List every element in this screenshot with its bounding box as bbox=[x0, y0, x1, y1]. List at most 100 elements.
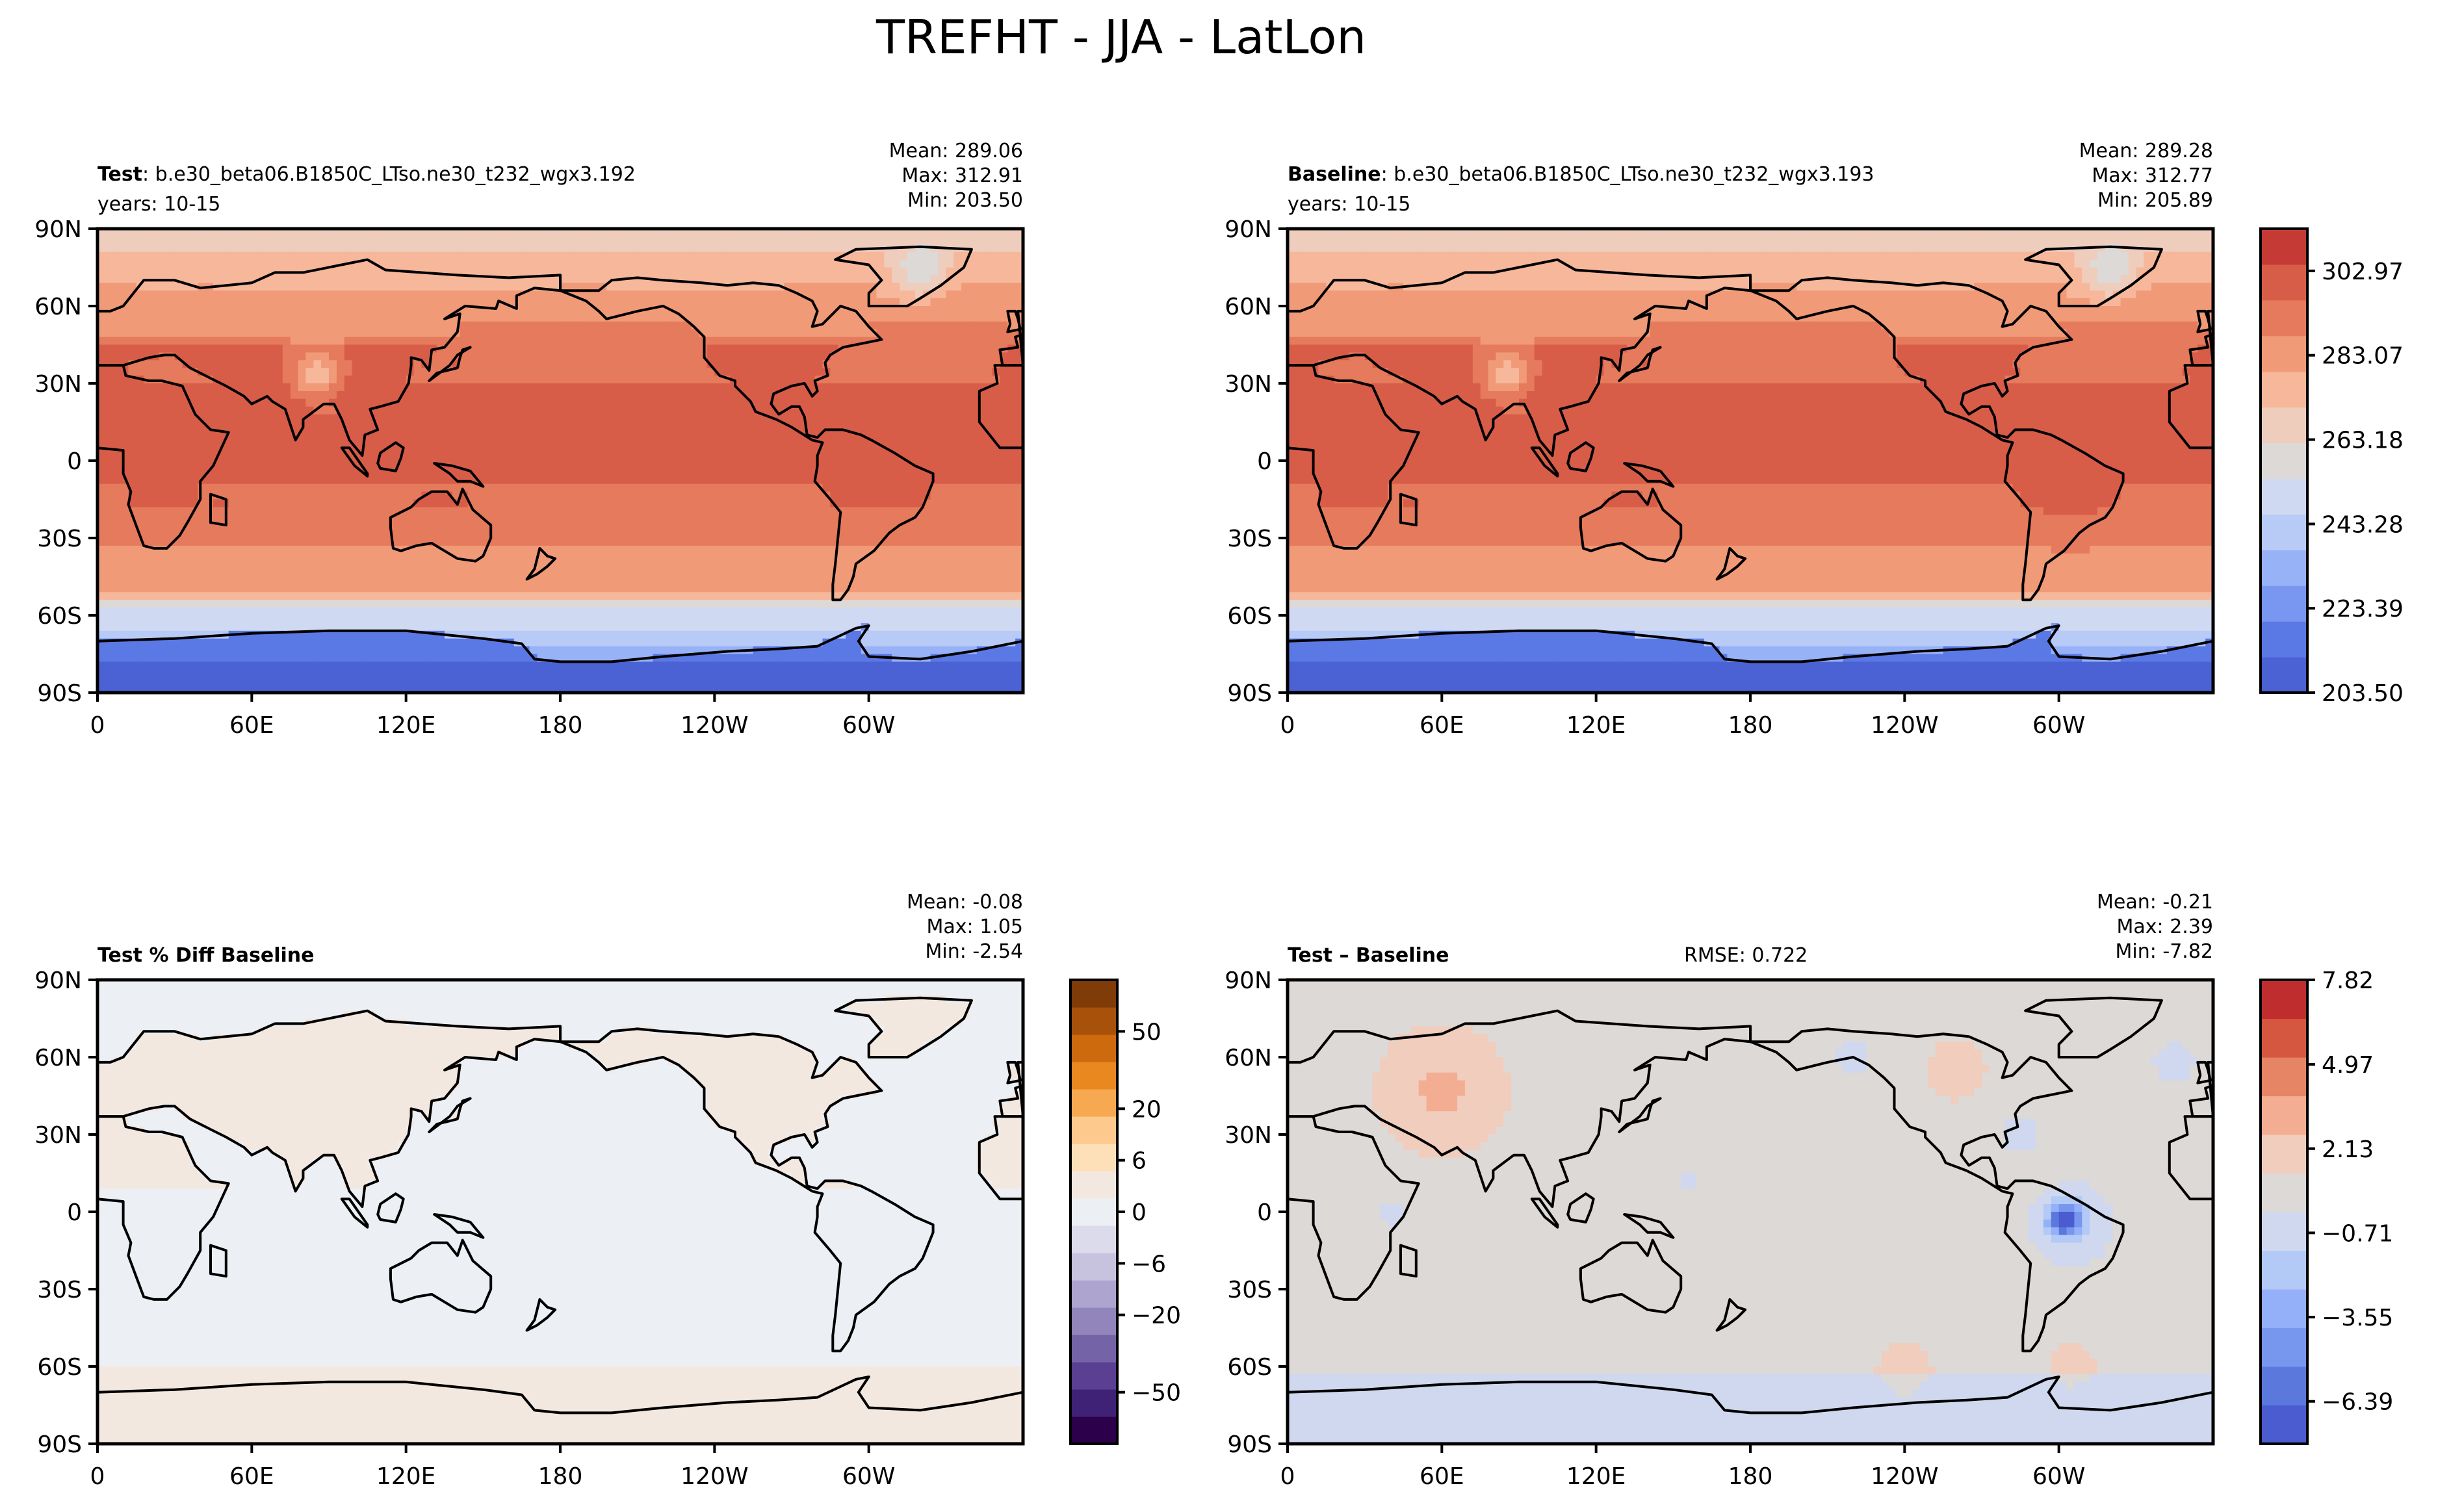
x-tick-label: 60E bbox=[1420, 1463, 1464, 1490]
colorbar-tick-label: −20 bbox=[1132, 1303, 1181, 1329]
y-tick-label: 30N bbox=[1225, 371, 1272, 398]
colorbar-band bbox=[2261, 336, 2307, 372]
contour-fill-diff bbox=[1288, 980, 2214, 1444]
colorbar-band bbox=[1070, 1062, 1117, 1090]
colorbar-band bbox=[1070, 1007, 1117, 1035]
y-tick-label: 60N bbox=[34, 1045, 82, 1071]
contour-fill-pct_diff bbox=[97, 980, 1024, 1444]
colorbar-band bbox=[1070, 1116, 1117, 1144]
colorbar-band bbox=[1070, 1225, 1117, 1253]
colorbar-tick-label: 263.18 bbox=[2322, 428, 2404, 454]
colorbar-tick-label: 6 bbox=[1132, 1148, 1147, 1175]
contour-fill-test bbox=[97, 229, 1024, 693]
y-tick-label: 90N bbox=[34, 216, 82, 243]
colorbar-tick-label: 223.39 bbox=[2322, 596, 2404, 622]
colorbar-band bbox=[1070, 1034, 1117, 1062]
y-tick-label: 30S bbox=[37, 526, 82, 552]
colorbar-band bbox=[2261, 229, 2307, 265]
colorbar-band bbox=[2261, 479, 2307, 515]
x-tick-label: 120W bbox=[681, 1463, 748, 1490]
x-tick-label: 120E bbox=[376, 1463, 435, 1490]
y-tick-label: 0 bbox=[1257, 1199, 1272, 1226]
colorbar-band bbox=[2261, 1289, 2307, 1328]
stat-min: Min: 205.89 bbox=[2097, 189, 2213, 212]
x-tick-label: 120E bbox=[1566, 1463, 1626, 1490]
colorbar-tick-label: 203.50 bbox=[2322, 680, 2404, 707]
x-tick-label: 60E bbox=[229, 1463, 274, 1490]
colorbar-band bbox=[2261, 621, 2307, 658]
colorbar-tick-label: −3.55 bbox=[2322, 1305, 2393, 1331]
stat-max: Max: 312.91 bbox=[901, 164, 1023, 187]
y-tick-label: 60S bbox=[1227, 603, 1272, 630]
y-tick-label: 60N bbox=[1225, 1045, 1272, 1071]
y-tick-label: 30N bbox=[34, 371, 82, 398]
stat-max: Max: 312.77 bbox=[2092, 164, 2213, 187]
colorbar-tick-label: 0 bbox=[1132, 1199, 1147, 1226]
rmse-label: RMSE: 0.722 bbox=[1684, 944, 1808, 967]
y-tick-label: 90N bbox=[34, 967, 82, 994]
colorbar-band bbox=[2261, 514, 2307, 550]
y-tick-label: 60S bbox=[37, 603, 82, 630]
colorbar-tick-label: 2.13 bbox=[2322, 1136, 2374, 1163]
colorbar-tick-label: 283.07 bbox=[2322, 343, 2404, 370]
colorbar-band bbox=[1070, 1089, 1117, 1117]
y-tick-label: 90S bbox=[37, 1431, 82, 1458]
panel-title-rest: : b.e30_beta06.B1850C_LTso.ne30_t232_wgx… bbox=[1381, 163, 1874, 186]
colorbar-diff: 7.824.972.13−0.71−3.55−6.39 bbox=[2261, 967, 2393, 1444]
colorbar-band bbox=[2261, 372, 2307, 408]
stat-min: Min: 203.50 bbox=[907, 189, 1023, 212]
x-tick-label: 0 bbox=[1280, 1463, 1295, 1490]
colorbar-band bbox=[2261, 1405, 2307, 1444]
colorbar-band bbox=[2261, 1328, 2307, 1367]
map-panel-diff: 0 60E 120E 180 120W 60W90N60N30N030S60S90STes… bbox=[1225, 891, 2213, 1490]
colorbar-tick-label: −50 bbox=[1132, 1380, 1181, 1407]
colorbar-band bbox=[1070, 980, 1117, 1008]
map-panel-pct_diff: 0 60E 120E 180 120W 60W90N60N30N030S60S90STes… bbox=[34, 891, 1023, 1490]
stat-min: Min: -2.54 bbox=[926, 940, 1024, 963]
panel-subtitle: years: 10-15 bbox=[1288, 193, 1410, 216]
colorbar-tick-label: −6.39 bbox=[2322, 1389, 2393, 1416]
colorbar-tick-label: 20 bbox=[1132, 1096, 1161, 1123]
colorbar-band bbox=[1070, 1416, 1117, 1444]
colorbar-band bbox=[2261, 443, 2307, 480]
y-tick-label: 60N bbox=[34, 294, 82, 320]
x-tick-label: 120W bbox=[681, 712, 748, 739]
y-tick-label: 30S bbox=[1227, 526, 1272, 552]
colorbar-tick-label: 243.28 bbox=[2322, 511, 2404, 538]
x-tick-label: 120W bbox=[1871, 1463, 1938, 1490]
colorbar-tick-label: −0.71 bbox=[2322, 1220, 2393, 1247]
panel-title: Baseline: b.e30_beta06.B1850C_LTso.ne30_… bbox=[1288, 163, 1874, 186]
panel-title-rest: : b.e30_beta06.B1850C_LTso.ne30_t232_wgx… bbox=[142, 163, 636, 186]
x-tick-label: 60W bbox=[2032, 1463, 2085, 1490]
colorbar-band bbox=[2261, 980, 2307, 1019]
colorbar-band bbox=[2261, 1366, 2307, 1405]
x-tick-label: 180 bbox=[1728, 712, 1773, 739]
colorbar-band bbox=[2261, 1096, 2307, 1135]
y-tick-label: 0 bbox=[67, 448, 82, 475]
colorbar-band bbox=[2261, 550, 2307, 586]
stat-mean: Mean: -0.08 bbox=[907, 891, 1023, 914]
stat-min: Min: -7.82 bbox=[2116, 940, 2214, 963]
colorbar-band bbox=[2261, 300, 2307, 337]
colorbar-band bbox=[1070, 1389, 1117, 1417]
colorbar-band bbox=[2261, 1134, 2307, 1173]
x-tick-label: 120W bbox=[1871, 712, 1938, 739]
y-tick-label: 0 bbox=[67, 1199, 82, 1226]
x-tick-label: 120E bbox=[1566, 712, 1626, 739]
panel-subtitle: years: 10-15 bbox=[97, 193, 220, 216]
x-tick-label: 120E bbox=[376, 712, 435, 739]
panel-title: Test: b.e30_beta06.B1850C_LTso.ne30_t232… bbox=[97, 163, 636, 186]
colorbar-band bbox=[1070, 1362, 1117, 1390]
colorbar-tick-label: 7.82 bbox=[2322, 967, 2374, 994]
x-tick-label: 60E bbox=[1420, 712, 1464, 739]
colorbar-band bbox=[2261, 1251, 2307, 1290]
colorbar-band bbox=[1070, 1144, 1117, 1172]
colorbar-tick-label: −6 bbox=[1132, 1251, 1166, 1277]
x-tick-label: 60W bbox=[2032, 712, 2085, 739]
colorbar-band bbox=[2261, 1173, 2307, 1212]
panel-title-bold: Test % Diff Baseline bbox=[97, 944, 315, 967]
stat-mean: Mean: 289.28 bbox=[2079, 140, 2213, 162]
panel-title-bold: Baseline bbox=[1288, 163, 1381, 186]
